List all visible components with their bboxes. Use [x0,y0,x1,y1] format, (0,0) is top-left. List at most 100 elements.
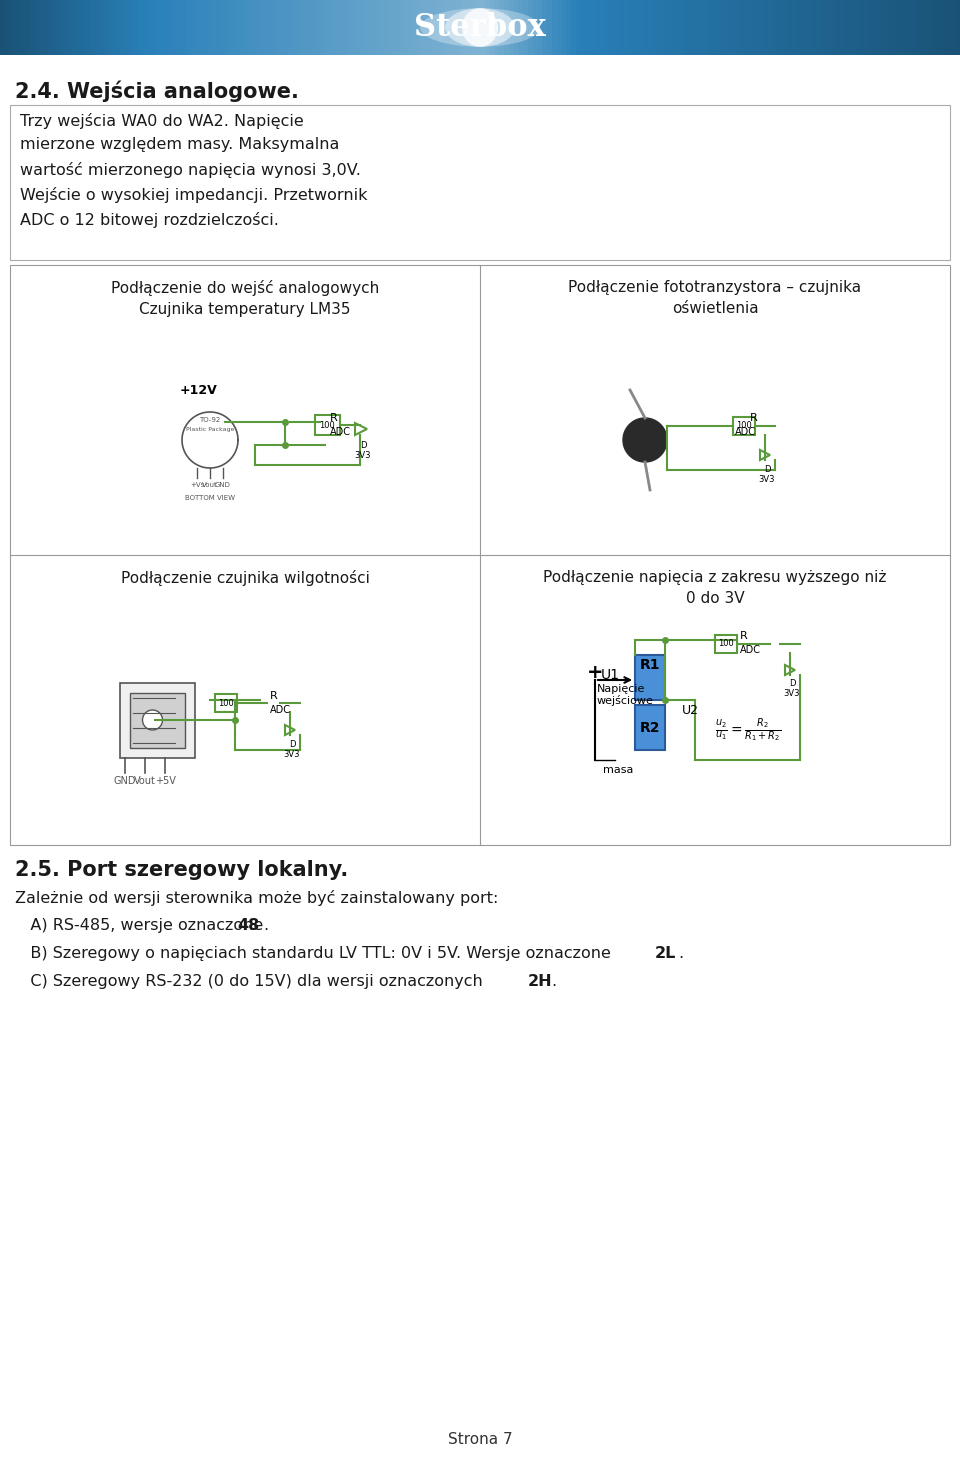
Text: A) RS-485, wersje oznaczone: A) RS-485, wersje oznaczone [15,917,269,934]
Bar [590,0,595,55]
Bar [53,0,58,55]
Bar [168,0,173,55]
Bar [120,683,195,758]
Bar [782,0,787,55]
Text: D
3V3: D 3V3 [284,740,300,760]
Bar [734,0,739,55]
Bar [442,0,446,55]
Text: 2L: 2L [655,945,677,962]
Bar [302,0,307,55]
Bar [365,0,370,55]
Bar [91,0,96,55]
Polygon shape [285,726,295,735]
Bar [773,0,778,55]
Text: $\frac{u_2}{u_1} = \frac{R_2}{R_1 + R_2}$: $\frac{u_2}{u_1} = \frac{R_2}{R_1 + R_2}… [715,717,781,743]
Bar [682,0,686,55]
Bar [10,0,14,55]
Bar [864,0,869,55]
Bar [634,0,638,55]
Bar [725,0,730,55]
Bar [315,414,340,435]
Text: U2: U2 [682,704,699,717]
Bar [691,0,696,55]
Bar [931,0,936,55]
Polygon shape [785,665,795,676]
Bar [840,0,845,55]
Bar [322,0,326,55]
Bar [312,0,317,55]
Bar [346,0,350,55]
Ellipse shape [462,9,498,47]
Bar [696,0,701,55]
Text: 100: 100 [718,640,733,649]
Bar [917,0,922,55]
Bar [869,0,874,55]
Text: Podłączenie do wejść analogowych
Czujnika temperatury LM35: Podłączenie do wejść analogowych Czujnik… [110,280,379,317]
Bar [830,0,835,55]
Bar [139,0,144,55]
Bar [192,0,197,55]
Bar [215,695,237,712]
Bar [739,0,744,55]
Bar [202,0,206,55]
Bar [667,0,672,55]
Bar [355,0,360,55]
Text: .: . [263,917,268,934]
Bar [384,0,389,55]
Bar [662,0,667,55]
Bar [125,0,130,55]
Bar [509,0,514,55]
Bar [797,0,802,55]
Bar [672,0,677,55]
Bar [211,0,216,55]
Bar [635,655,665,701]
Bar [120,0,125,55]
Bar [230,0,235,55]
Bar [619,0,624,55]
Bar [648,0,653,55]
Bar [854,0,859,55]
Bar [605,0,610,55]
Bar [466,0,470,55]
Bar [893,0,898,55]
Bar [269,0,274,55]
Bar [720,0,725,55]
Bar [547,0,552,55]
Bar [158,0,163,55]
Bar [96,0,101,55]
Ellipse shape [420,9,540,47]
Text: +: + [587,662,603,681]
Bar [624,0,629,55]
Bar [197,0,202,55]
Bar [754,0,758,55]
Bar [398,0,403,55]
Bar [307,0,312,55]
Text: ADC: ADC [735,426,756,437]
Bar [86,0,91,55]
Bar [154,0,158,55]
Bar [586,0,590,55]
Bar [10,105,950,260]
Text: Plastic Package: Plastic Package [186,428,234,432]
Bar [733,417,755,435]
Bar [826,0,830,55]
Bar [178,0,182,55]
Bar [835,0,840,55]
Bar [806,0,811,55]
Bar [403,0,408,55]
Bar [106,0,110,55]
Bar [749,0,754,55]
Bar [278,0,283,55]
Text: 100: 100 [218,699,234,708]
Bar [173,0,178,55]
Bar [298,0,302,55]
Bar [638,0,643,55]
Text: Vout: Vout [134,776,156,786]
Bar [250,0,254,55]
Text: masa: masa [603,766,634,774]
Bar [418,0,422,55]
Bar [422,0,427,55]
Bar [456,0,461,55]
Bar [341,0,346,55]
Bar [14,0,19,55]
